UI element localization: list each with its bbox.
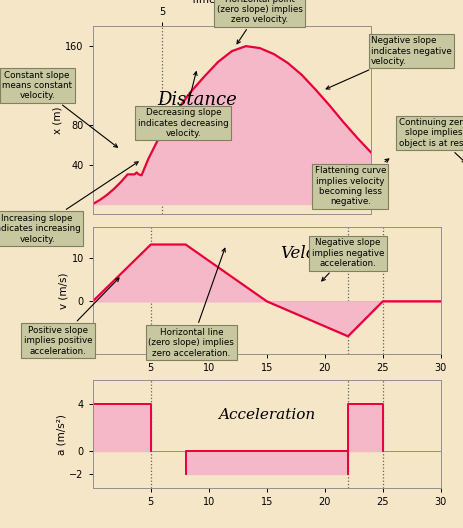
Text: Negative slope
indicates negative
velocity.: Negative slope indicates negative veloci… — [325, 36, 451, 89]
Text: Positive slope
implies positive
acceleration.: Positive slope implies positive accelera… — [24, 278, 119, 355]
Text: Increasing slope
indicates increasing
velocity.: Increasing slope indicates increasing ve… — [0, 162, 138, 243]
Y-axis label: v (m/s): v (m/s) — [59, 272, 69, 309]
X-axis label: Time in seconds: Time in seconds — [189, 0, 274, 5]
Text: Continuing zero
slope implies
object is at rest.: Continuing zero slope implies object is … — [398, 118, 463, 163]
Text: Constant slope
means constant
velocity.: Constant slope means constant velocity. — [2, 71, 117, 147]
Text: Distance: Distance — [157, 91, 237, 109]
Text: Horizontal line
(zero slope) implies
zero acceleration.: Horizontal line (zero slope) implies zer… — [148, 248, 234, 358]
Y-axis label: a (m/s²): a (m/s²) — [56, 414, 67, 455]
Text: Negative slope
implies negative
acceleration.: Negative slope implies negative accelera… — [311, 238, 383, 281]
Text: Velocity: Velocity — [279, 245, 346, 262]
Text: Horizontal point
(zero slope) implies
zero velocity.: Horizontal point (zero slope) implies ze… — [216, 0, 302, 44]
Text: Decreasing slope
indicates decreasing
velocity.: Decreasing slope indicates decreasing ve… — [138, 72, 228, 138]
Text: Flattening curve
implies velocity
becoming less
negative.: Flattening curve implies velocity becomi… — [314, 159, 388, 206]
Y-axis label: x (m): x (m) — [52, 106, 63, 134]
Text: Acceleration: Acceleration — [218, 409, 315, 422]
